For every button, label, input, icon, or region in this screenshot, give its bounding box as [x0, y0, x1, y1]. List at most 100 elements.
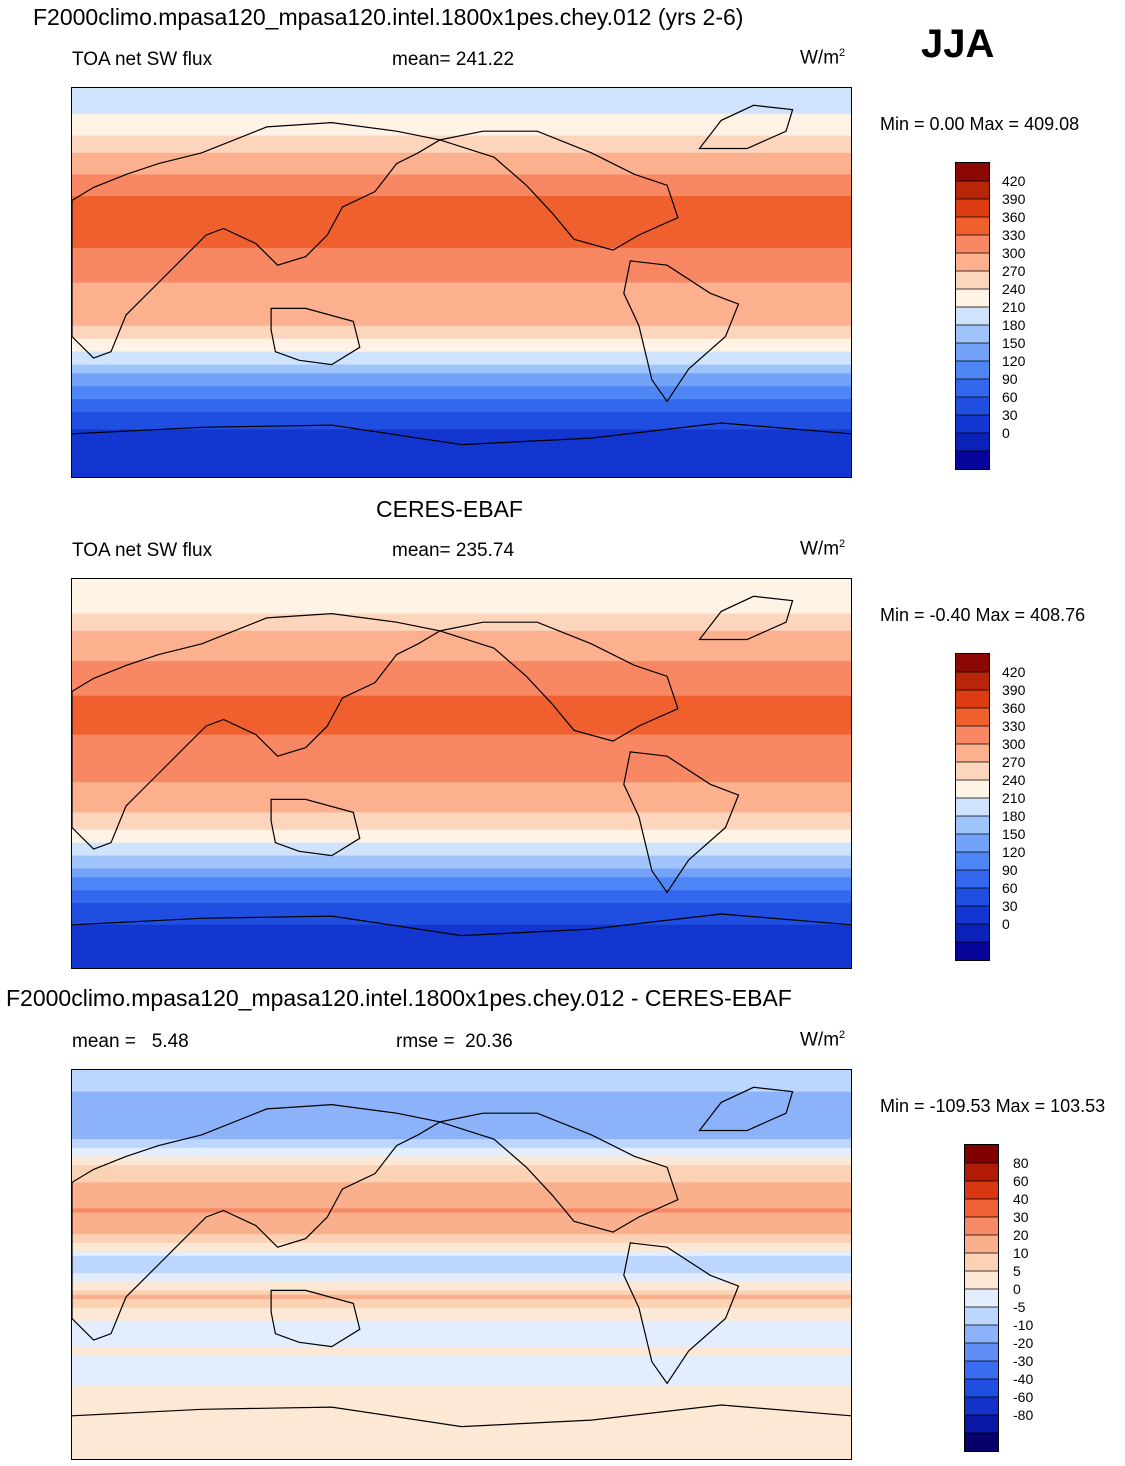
zonal-band — [72, 859, 851, 865]
zonal-band — [72, 786, 851, 792]
colorbar-cell — [956, 343, 989, 362]
zonal-band — [72, 1376, 851, 1382]
colorbar-cell — [956, 325, 989, 344]
zonal-band — [72, 1385, 851, 1391]
colorbar-cell — [956, 888, 989, 907]
zonal-band — [72, 433, 851, 439]
zonal-band — [72, 674, 851, 680]
zonal-band — [72, 1191, 851, 1196]
colorbar-tick-label: 390 — [1002, 191, 1026, 207]
zonal-band — [72, 170, 851, 176]
zonal-band — [72, 174, 851, 180]
colorbar-cell — [965, 1199, 998, 1218]
zonal-band — [72, 420, 851, 426]
zonal-band — [72, 751, 851, 757]
zonal-band — [72, 1350, 851, 1356]
zonal-band — [72, 669, 851, 675]
zonal-band — [72, 898, 851, 904]
continent-coastline — [623, 260, 740, 403]
zonal-band — [72, 1070, 851, 1075]
zonal-band — [72, 777, 851, 783]
zonal-band — [72, 247, 851, 253]
zonal-band — [72, 1182, 851, 1188]
colorbar-cell — [956, 762, 989, 781]
zonal-band — [72, 265, 851, 271]
zonal-band — [72, 583, 851, 589]
zonal-band — [72, 682, 851, 688]
zonal-band — [72, 1078, 851, 1084]
zonal-band — [72, 942, 851, 947]
zonal-band — [72, 126, 851, 132]
colorbar-tick-label: 120 — [1002, 353, 1026, 369]
panel1-units-label: W/m2 — [800, 48, 845, 68]
zonal-band — [72, 260, 851, 266]
zonal-band — [72, 412, 851, 418]
continent-coastline — [270, 1289, 361, 1348]
colorbar-tick-label: -5 — [1013, 1299, 1026, 1315]
zonal-band — [72, 790, 851, 796]
zonal-band — [72, 1100, 851, 1106]
panel2-minmax: Min = -0.40 Max = 408.76 — [880, 605, 1086, 625]
colorbar-tick-label: 60 — [1002, 389, 1018, 405]
zonal-band — [72, 903, 851, 909]
zonal-band — [72, 347, 851, 353]
zonal-band — [72, 217, 851, 223]
continent-coastline — [437, 130, 679, 251]
continent-coastline — [270, 798, 361, 857]
zonal-band — [72, 1221, 851, 1227]
colorbar-cell — [956, 235, 989, 254]
colorbar-tick-label: 10 — [1013, 1245, 1029, 1261]
zonal-band — [72, 712, 851, 718]
colorbar-cell — [965, 1235, 998, 1254]
zonal-band — [72, 178, 851, 184]
continent-coastline — [698, 595, 794, 641]
colorbar-cell — [965, 1253, 998, 1272]
continent-coastline — [270, 307, 361, 366]
zonal-band — [72, 386, 851, 392]
colorbar-cell — [965, 1397, 998, 1416]
zonal-band — [72, 838, 851, 844]
zonal-band — [72, 96, 851, 102]
panel3-colorbar — [964, 1144, 999, 1452]
zonal-band — [72, 191, 851, 197]
panel2-bands — [72, 579, 851, 968]
zonal-band — [72, 795, 851, 801]
zonal-band — [72, 213, 851, 219]
zonal-band — [72, 1208, 851, 1214]
colorbar-tick-label: 0 — [1013, 1281, 1021, 1297]
colorbar-tick-label: 60 — [1002, 880, 1018, 896]
colorbar-cell — [956, 708, 989, 727]
colorbar-cell — [965, 1433, 998, 1451]
panel1-colorbar — [955, 162, 990, 470]
colorbar-cell — [965, 1145, 998, 1164]
zonal-band — [72, 183, 851, 189]
zonal-band — [72, 105, 851, 111]
colorbar-tick-label: -80 — [1013, 1407, 1034, 1423]
zonal-band — [72, 148, 851, 154]
zonal-band — [72, 1325, 851, 1330]
zonal-band — [72, 1394, 851, 1400]
zonal-band — [72, 1428, 851, 1434]
zonal-band — [72, 157, 851, 163]
zonal-band — [72, 760, 851, 766]
zonal-band — [72, 1134, 851, 1140]
zonal-band — [72, 113, 851, 119]
panel2-units-label: W/m2 — [800, 539, 845, 559]
zonal-band — [72, 269, 851, 275]
zonal-band — [72, 1104, 851, 1110]
zonal-band — [72, 734, 851, 740]
zonal-band — [72, 1303, 851, 1309]
zonal-band — [72, 955, 851, 960]
zonal-band — [72, 1143, 851, 1149]
zonal-band — [72, 355, 851, 361]
colorbar-cell — [956, 163, 989, 182]
colorbar-cell — [956, 654, 989, 673]
colorbar-tick-label: 300 — [1002, 245, 1026, 261]
zonal-band — [72, 122, 851, 128]
zonal-band — [72, 1108, 851, 1114]
continent-coastline — [437, 621, 679, 742]
colorbar-cell — [956, 942, 989, 960]
colorbar-tick-label: 5 — [1013, 1263, 1021, 1279]
zonal-band — [72, 390, 851, 396]
zonal-band — [72, 204, 851, 210]
